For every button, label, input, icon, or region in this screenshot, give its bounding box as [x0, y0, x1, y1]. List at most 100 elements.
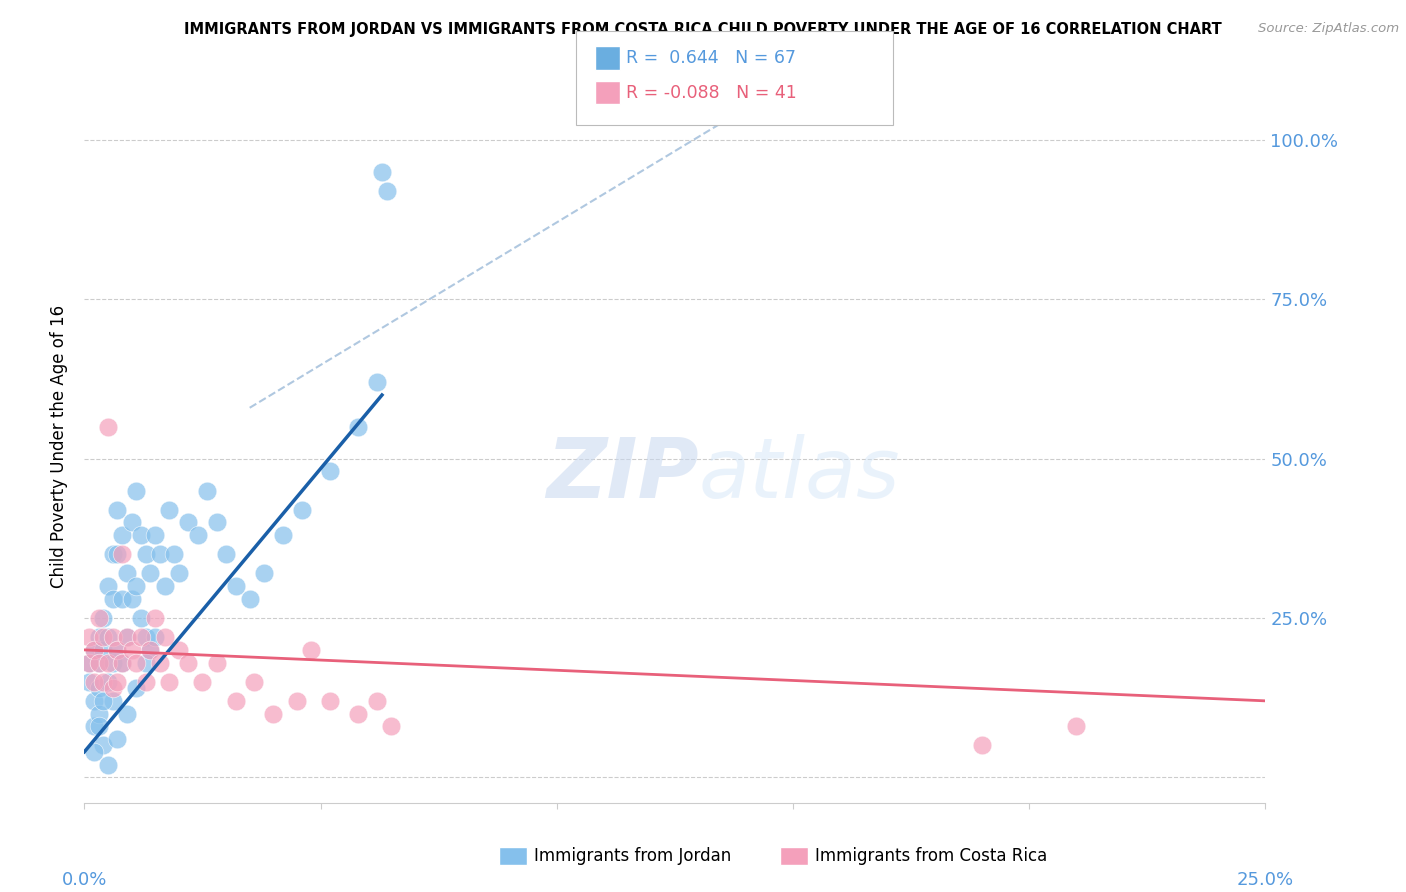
Point	[371, 165, 394, 179]
Point	[87, 681, 110, 695]
Point	[101, 630, 124, 644]
Point	[157, 502, 180, 516]
Point	[77, 674, 100, 689]
Point	[195, 483, 218, 498]
Point	[291, 502, 314, 516]
Text: 25.0%: 25.0%	[1237, 871, 1294, 888]
Point	[101, 656, 124, 670]
Point	[91, 643, 114, 657]
Point	[129, 630, 152, 644]
Point	[97, 579, 120, 593]
Text: R =  0.644   N = 67: R = 0.644 N = 67	[626, 49, 796, 67]
Point	[87, 630, 110, 644]
Point	[149, 547, 172, 561]
Point	[970, 739, 993, 753]
Point	[111, 528, 134, 542]
Point	[139, 643, 162, 657]
Point	[143, 630, 166, 644]
Point	[347, 420, 370, 434]
Point	[97, 757, 120, 772]
Point	[115, 566, 138, 581]
Point	[167, 643, 190, 657]
Point	[285, 694, 308, 708]
Point	[97, 656, 120, 670]
Point	[111, 656, 134, 670]
Text: 0.0%: 0.0%	[62, 871, 107, 888]
Point	[115, 630, 138, 644]
Point	[135, 674, 157, 689]
Point	[83, 643, 105, 657]
Text: ZIP: ZIP	[546, 434, 699, 515]
Point	[319, 694, 342, 708]
Text: Source: ZipAtlas.com: Source: ZipAtlas.com	[1258, 22, 1399, 36]
Point	[239, 591, 262, 606]
Point	[97, 420, 120, 434]
Point	[111, 656, 134, 670]
Point	[101, 681, 124, 695]
Point	[107, 674, 129, 689]
Point	[91, 739, 114, 753]
Point	[129, 528, 152, 542]
Point	[262, 706, 284, 721]
Point	[177, 516, 200, 530]
Point	[87, 706, 110, 721]
Point	[101, 547, 124, 561]
Point	[107, 502, 129, 516]
Point	[299, 643, 322, 657]
Point	[91, 611, 114, 625]
Point	[125, 681, 148, 695]
Point	[139, 643, 162, 657]
Point	[153, 630, 176, 644]
Point	[91, 694, 114, 708]
Point	[121, 643, 143, 657]
Point	[111, 591, 134, 606]
Point	[205, 516, 228, 530]
Point	[135, 656, 157, 670]
Point	[83, 674, 105, 689]
Point	[107, 732, 129, 747]
Point	[366, 694, 388, 708]
Point	[83, 694, 105, 708]
Point	[125, 579, 148, 593]
Point	[87, 656, 110, 670]
Point	[125, 656, 148, 670]
Point	[167, 566, 190, 581]
Point	[243, 674, 266, 689]
Point	[215, 547, 238, 561]
Point	[115, 706, 138, 721]
Point	[97, 630, 120, 644]
Point	[83, 719, 105, 733]
Point	[77, 656, 100, 670]
Text: R = -0.088   N = 41: R = -0.088 N = 41	[626, 84, 796, 102]
Point	[87, 719, 110, 733]
Point	[319, 465, 342, 479]
Point	[125, 483, 148, 498]
Point	[143, 611, 166, 625]
Point	[149, 656, 172, 670]
Point	[143, 528, 166, 542]
Point	[380, 719, 402, 733]
Text: atlas: atlas	[699, 434, 900, 515]
Point	[1066, 719, 1088, 733]
Point	[101, 591, 124, 606]
Point	[91, 630, 114, 644]
Point	[121, 591, 143, 606]
Point	[83, 745, 105, 759]
Point	[366, 376, 388, 390]
Point	[139, 566, 162, 581]
Point	[375, 184, 398, 198]
Point	[77, 630, 100, 644]
Point	[101, 694, 124, 708]
Point	[129, 611, 152, 625]
Point	[135, 630, 157, 644]
Point	[115, 630, 138, 644]
Point	[87, 656, 110, 670]
Point	[225, 694, 247, 708]
Point	[153, 579, 176, 593]
Y-axis label: Child Poverty Under the Age of 16: Child Poverty Under the Age of 16	[51, 304, 69, 588]
Point	[225, 579, 247, 593]
Point	[135, 547, 157, 561]
Point	[77, 656, 100, 670]
Text: IMMIGRANTS FROM JORDAN VS IMMIGRANTS FROM COSTA RICA CHILD POVERTY UNDER THE AGE: IMMIGRANTS FROM JORDAN VS IMMIGRANTS FRO…	[184, 22, 1222, 37]
Point	[97, 674, 120, 689]
